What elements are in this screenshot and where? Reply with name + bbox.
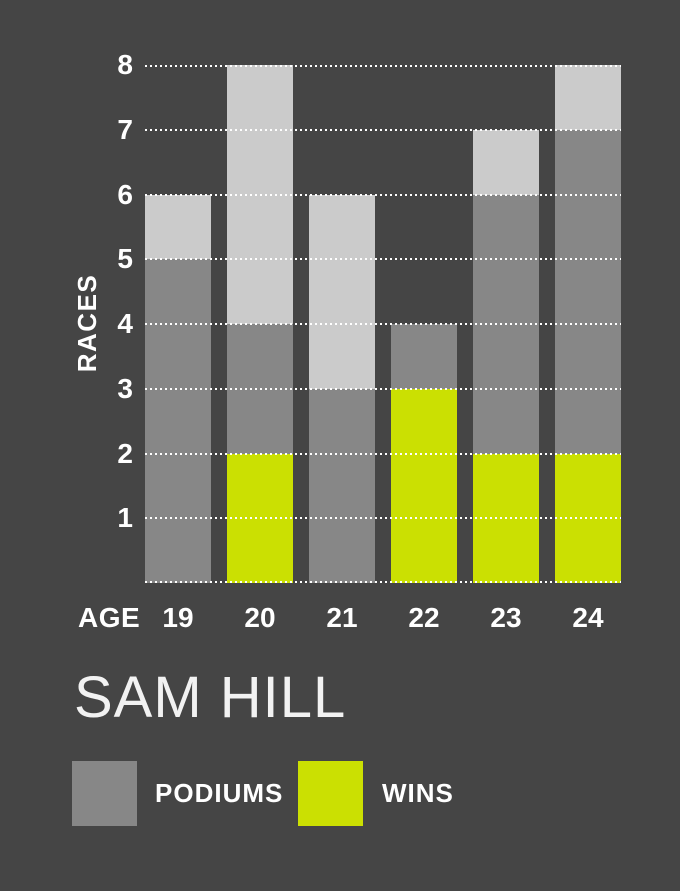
x-tick-age-23: 23 bbox=[490, 602, 522, 633]
gridline-5 bbox=[145, 258, 621, 261]
bar-age-22-wins-segment bbox=[391, 388, 457, 583]
y-tick-5: 5 bbox=[117, 243, 133, 275]
gridline-1 bbox=[145, 517, 621, 520]
bar-age-21-races-segment bbox=[309, 194, 375, 389]
gridline-8 bbox=[145, 65, 621, 67]
gridline-2 bbox=[145, 452, 621, 455]
chart-legend: PODIUMS WINS bbox=[0, 761, 680, 826]
gridline-0 bbox=[145, 581, 621, 583]
x-tick-age-22: 22 bbox=[408, 602, 440, 633]
bar-age-22-podiums-segment bbox=[391, 324, 457, 389]
y-tick-8: 8 bbox=[117, 49, 133, 80]
x-tick-age-20: 20 bbox=[244, 602, 276, 633]
y-tick-2: 2 bbox=[117, 437, 133, 469]
y-tick-1: 1 bbox=[117, 502, 133, 534]
y-tick-6: 6 bbox=[117, 178, 133, 210]
y-tick-3: 3 bbox=[117, 372, 133, 404]
x-tick-age-21: 21 bbox=[326, 602, 358, 633]
wins-label: WINS bbox=[382, 778, 454, 808]
x-tick-age-24: 24 bbox=[572, 602, 604, 633]
gridline-7 bbox=[145, 128, 621, 131]
gridline-3 bbox=[145, 387, 621, 390]
y-tick-4: 4 bbox=[117, 308, 133, 339]
gridline-6 bbox=[145, 193, 621, 196]
bar-age-19-races-segment bbox=[145, 194, 211, 260]
bar-age-21-podiums-segment bbox=[309, 388, 375, 583]
bar-age-24-races-segment bbox=[555, 65, 621, 130]
podiums-swatch bbox=[72, 761, 137, 826]
plot-area bbox=[145, 65, 621, 583]
bar-age-23-races-segment bbox=[473, 129, 539, 195]
y-tick-7: 7 bbox=[117, 113, 133, 145]
bar-age-24-podiums-segment bbox=[555, 129, 621, 454]
podiums-label: PODIUMS bbox=[155, 778, 284, 808]
page-title: SAM HILL bbox=[74, 665, 347, 730]
bar-age-19-podiums-segment bbox=[145, 259, 211, 583]
x-axis-title: AGE bbox=[78, 602, 141, 633]
x-tick-age-19: 19 bbox=[162, 602, 194, 633]
wins-swatch bbox=[298, 761, 363, 826]
gridline-4 bbox=[145, 323, 621, 325]
